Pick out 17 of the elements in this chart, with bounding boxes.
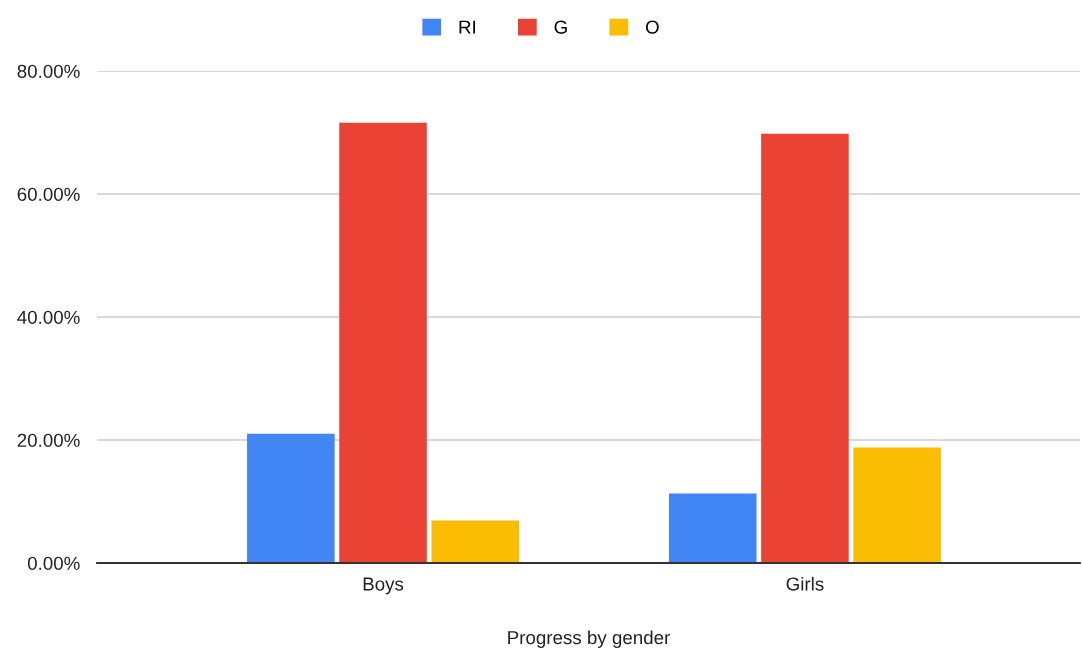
legend-label: G: [554, 20, 567, 34]
x-axis-title: Progress by gender: [508, 630, 671, 648]
y-tick-label: 80.00%: [17, 64, 80, 78]
bar: [431, 520, 520, 563]
y-tick-label: 40.00%: [17, 310, 80, 324]
bar: [668, 493, 757, 563]
legend-label: RI: [459, 20, 475, 34]
x-tick-label: Girls: [786, 576, 824, 591]
bar: [247, 433, 335, 563]
y-tick-label: 60.00%: [17, 187, 80, 201]
bar: [761, 133, 849, 563]
y-tick-label: 0.00%: [27, 556, 80, 570]
x-tick-label: Boys: [363, 577, 404, 595]
y-tick-label: 20.00%: [17, 433, 80, 447]
legend-label: O: [645, 20, 659, 34]
bar: [339, 122, 427, 563]
bar: [853, 447, 941, 563]
